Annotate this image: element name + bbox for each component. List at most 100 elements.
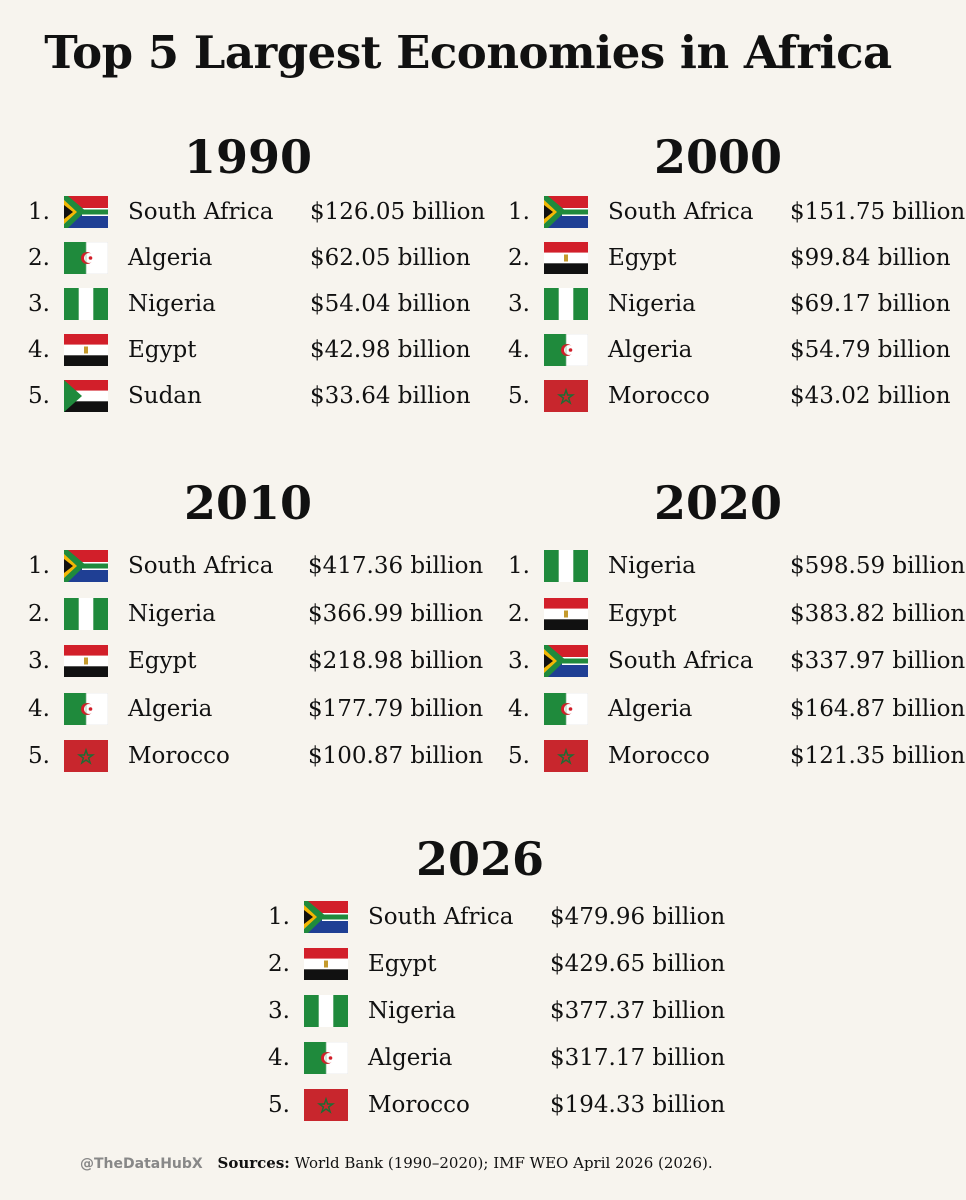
- nigeria-flag-icon: [544, 550, 588, 582]
- gdp-value: $377.37 billion: [550, 998, 726, 1024]
- morocco-flag-icon: [544, 740, 588, 772]
- section-2000: 2000 1. South Africa $151.75 billion 2. Egyp…: [508, 130, 965, 420]
- morocco-flag-icon: [64, 740, 108, 772]
- rank-number: 1.: [508, 199, 530, 225]
- country-name: South Africa: [128, 199, 274, 225]
- country-name: Algeria: [128, 695, 213, 722]
- country-name: Egypt: [608, 600, 677, 627]
- rank-number: 4.: [268, 1045, 290, 1071]
- ranking-row: 3. Egypt $218.98 billion: [28, 641, 483, 681]
- gdp-value: $43.02 billion: [790, 383, 951, 409]
- country-name: South Africa: [608, 648, 754, 674]
- gdp-value: $126.05 billion: [310, 199, 486, 225]
- rank-number: 3.: [268, 998, 290, 1024]
- sources-text: World Bank (1990–2020); IMF WEO April 20…: [294, 1154, 713, 1172]
- ranking-row: 2. Algeria $62.05 billion: [28, 238, 478, 278]
- egypt-flag-icon: [64, 334, 108, 366]
- gdp-value: $121.35 billion: [790, 743, 966, 769]
- gdp-value: $598.59 billion: [790, 553, 966, 579]
- gdp-value: $99.84 billion: [790, 245, 951, 271]
- rank-number: 2.: [28, 245, 50, 271]
- gdp-value: $164.87 billion: [790, 695, 966, 722]
- country-name: Sudan: [128, 383, 202, 409]
- morocco-flag-icon: [304, 1089, 348, 1121]
- ranking-row: 2. Nigeria $366.99 billion: [28, 594, 483, 634]
- year-heading: 2026: [415, 832, 545, 886]
- country-name: Morocco: [128, 743, 230, 769]
- country-name: Egypt: [128, 648, 197, 674]
- ranking-row: 4. Algeria $177.79 billion: [28, 689, 483, 729]
- algeria-flag-icon: [544, 334, 588, 366]
- south-africa-flag-icon: [304, 901, 348, 933]
- country-name: South Africa: [128, 553, 274, 579]
- south-africa-flag-icon: [544, 196, 588, 228]
- nigeria-flag-icon: [304, 995, 348, 1027]
- rank-number: 4.: [508, 337, 530, 363]
- ranking-row: 2. Egypt $99.84 billion: [508, 238, 958, 278]
- gdp-value: $417.36 billion: [308, 553, 484, 579]
- gdp-value: $194.33 billion: [550, 1092, 726, 1118]
- country-name: South Africa: [608, 199, 754, 225]
- ranking-row: 5. Morocco $194.33 billion: [268, 1085, 725, 1125]
- nigeria-flag-icon: [544, 288, 588, 320]
- gdp-value: $218.98 billion: [308, 648, 484, 674]
- egypt-flag-icon: [544, 242, 588, 274]
- rank-number: 5.: [508, 743, 530, 769]
- country-name: Algeria: [608, 337, 693, 363]
- country-name: Algeria: [368, 1045, 453, 1071]
- gdp-value: $366.99 billion: [308, 600, 484, 627]
- country-name: Algeria: [128, 245, 213, 271]
- section-2010: 2010 1. South Africa $417.36 billion 2. Nige…: [28, 476, 483, 776]
- gdp-value: $62.05 billion: [310, 245, 471, 271]
- gdp-value: $429.65 billion: [550, 951, 726, 977]
- algeria-flag-icon: [544, 692, 588, 725]
- country-name: Morocco: [368, 1092, 470, 1118]
- nigeria-flag-icon: [64, 597, 108, 630]
- rank-number: 3.: [28, 648, 50, 674]
- sources-label: Sources:: [217, 1154, 290, 1172]
- footer: @TheDataHubX Sources: World Bank (1990–2…: [80, 1154, 713, 1172]
- rank-number: 1.: [268, 904, 290, 930]
- gdp-value: $177.79 billion: [308, 695, 484, 722]
- country-name: Egypt: [608, 245, 677, 271]
- rank-number: 1.: [28, 553, 50, 579]
- country-name: Egypt: [368, 951, 437, 977]
- gdp-value: $69.17 billion: [790, 291, 951, 317]
- rank-number: 2.: [508, 600, 530, 627]
- gdp-value: $383.82 billion: [790, 600, 966, 627]
- ranking-row: 1. South Africa $479.96 billion: [268, 897, 725, 937]
- gdp-value: $337.97 billion: [790, 648, 966, 674]
- algeria-flag-icon: [64, 692, 108, 725]
- year-heading: 2000: [653, 130, 783, 184]
- rank-number: 5.: [268, 1092, 290, 1118]
- gdp-value: $479.96 billion: [550, 904, 726, 930]
- gdp-value: $317.17 billion: [550, 1045, 726, 1071]
- rank-number: 3.: [508, 291, 530, 317]
- ranking-row: 3. Nigeria $69.17 billion: [508, 284, 958, 324]
- gdp-value: $54.79 billion: [790, 337, 951, 363]
- country-name: Nigeria: [128, 291, 216, 317]
- ranking-row: 4. Algeria $54.79 billion: [508, 330, 958, 370]
- author-handle: @TheDataHubX: [80, 1156, 203, 1172]
- south-africa-flag-icon: [544, 645, 588, 677]
- morocco-flag-icon: [544, 380, 588, 412]
- egypt-flag-icon: [64, 645, 108, 677]
- ranking-row: 5. Sudan $33.64 billion: [28, 376, 478, 416]
- ranking-row: 4. Algeria $164.87 billion: [508, 689, 965, 729]
- country-name: Nigeria: [128, 600, 216, 627]
- country-name: Morocco: [608, 743, 710, 769]
- year-heading: 1990: [183, 130, 313, 184]
- ranking-row: 5. Morocco $100.87 billion: [28, 736, 483, 776]
- rank-number: 2.: [28, 600, 50, 627]
- ranking-row: 1. South Africa $126.05 billion: [28, 192, 485, 232]
- ranking-row: 4. Algeria $317.17 billion: [268, 1038, 725, 1078]
- section-2026: 2026 1. South Africa $479.96 billion 2. Egyp…: [268, 832, 725, 1132]
- gdp-value: $54.04 billion: [310, 291, 471, 317]
- country-name: Nigeria: [608, 553, 696, 579]
- gdp-value: $151.75 billion: [790, 199, 966, 225]
- rank-number: 1.: [508, 553, 530, 579]
- sudan-flag-icon: [64, 380, 108, 412]
- ranking-row: 3. Nigeria $377.37 billion: [268, 991, 725, 1031]
- south-africa-flag-icon: [64, 196, 108, 228]
- gdp-value: $33.64 billion: [310, 383, 471, 409]
